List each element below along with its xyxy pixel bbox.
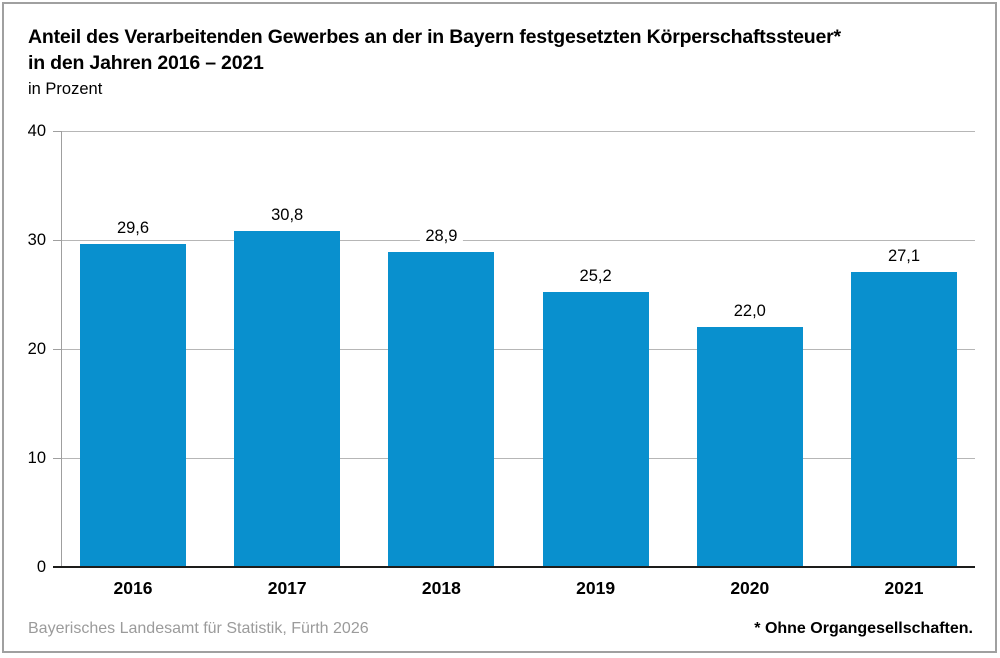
y-axis-label: 40 [27,122,46,140]
x-axis-label: 2019 [576,578,616,598]
chart-title-line-2: in den Jahren 2016 – 2021 [28,52,264,74]
footer-source: Bayerisches Landesamt für Statistik, Für… [28,620,369,637]
gridline [62,239,975,241]
bar [388,252,495,567]
x-axis-baseline [53,566,975,568]
y-axis-label: 20 [27,340,46,358]
gridline [62,457,975,459]
gridline [62,348,975,350]
y-axis-tick [53,130,62,132]
bar [851,271,957,567]
plot-area: 0 10 20 30 40 29,6 2016 30,8 2017 28,9 2018 25,2 201… [28,122,975,598]
bar [696,327,803,567]
y-axis-label: 10 [27,449,46,467]
bar [234,231,341,567]
x-axis-label: 2016 [113,578,153,598]
bar-value-label: 27,1 [882,246,926,266]
y-axis-label: 0 [36,558,46,576]
x-axis-label: 2020 [730,578,770,598]
bar-value-label: 30,8 [266,206,309,226]
x-axis-label: 2021 [884,578,924,598]
chart-header: Anteil des Verarbeitenden Gewerbes an de… [28,24,972,100]
y-axis-label: 30 [27,231,46,249]
footer-footnote: * Ohne Organgesellschaften. [754,620,973,637]
y-axis-tick [53,239,62,241]
chart-subtitle: in Prozent [28,80,103,98]
x-axis-label: 2018 [421,578,461,598]
gridline [62,130,975,132]
y-axis-tick [53,457,62,459]
bar-value-label: 28,9 [420,227,463,246]
y-axis-tick [53,348,62,350]
chart-title-line-1: Anteil des Verarbeitenden Gewerbes an de… [28,26,841,48]
bar-value-label: 29,6 [111,219,155,239]
bar [542,292,649,567]
bar-value-label: 22,0 [728,302,771,322]
bar-value-label: 25,2 [574,267,617,287]
x-axis-label: 2017 [267,578,307,598]
bar [80,244,186,567]
